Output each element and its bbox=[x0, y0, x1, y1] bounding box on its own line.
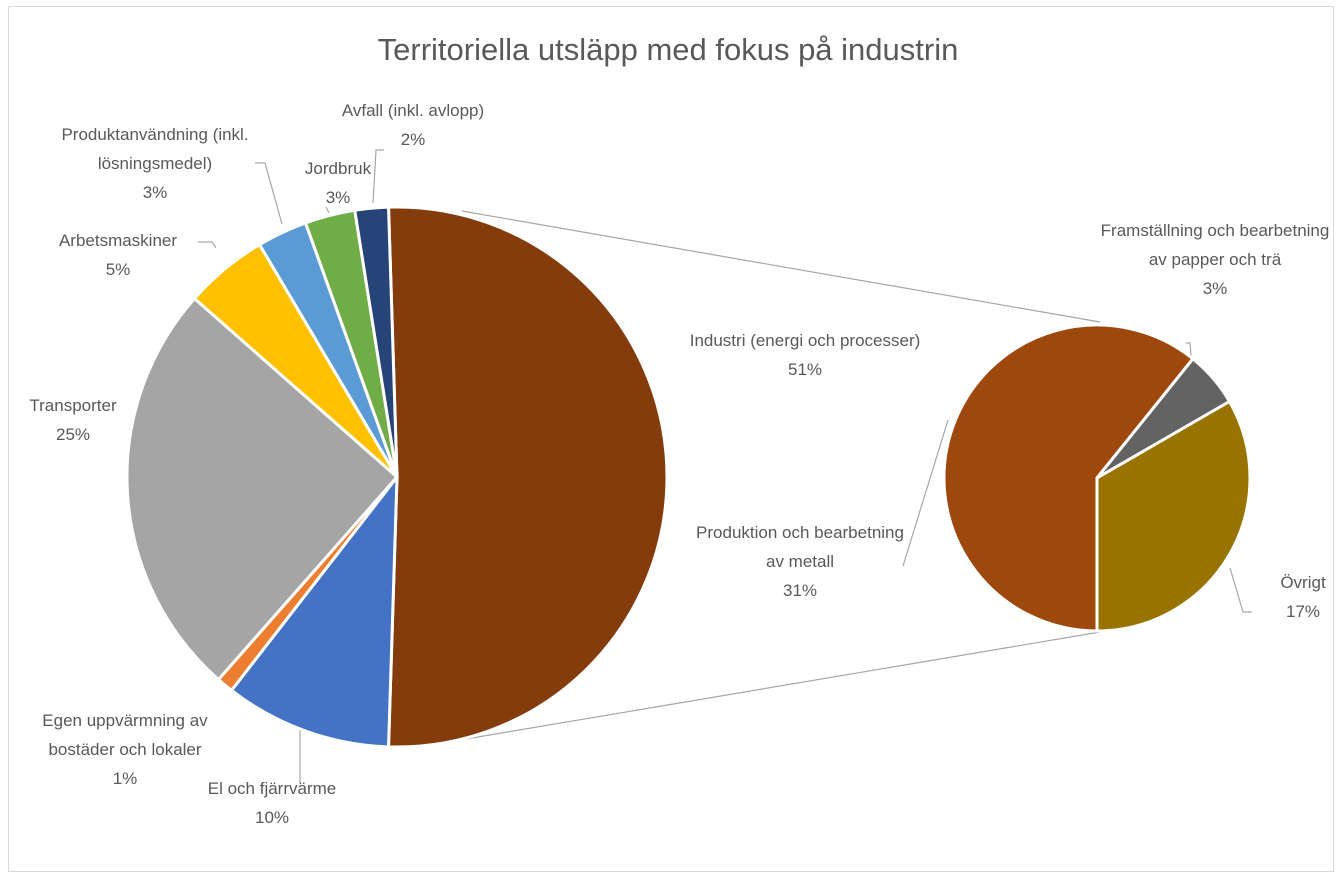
pie-slice bbox=[386, 205, 669, 749]
data-label: Transporter 25% bbox=[13, 391, 133, 449]
chart-frame bbox=[8, 6, 1334, 872]
pie-slice bbox=[942, 323, 1196, 633]
leader-line bbox=[325, 206, 330, 214]
label-value: 51% bbox=[787, 360, 823, 379]
chart-title: Territoriella utsläpp med fokus på indus… bbox=[377, 32, 959, 67]
label-name: Industri (energi och processer) bbox=[689, 331, 921, 350]
data-label: Produktanvändning (inkl. lösningsmedel) 3… bbox=[43, 120, 268, 207]
label-value: 2% bbox=[400, 130, 426, 149]
pie-slice bbox=[229, 472, 399, 749]
label-value: 1% bbox=[112, 769, 138, 788]
data-label: Arbetsmaskiner 5% bbox=[33, 226, 203, 284]
connector bbox=[461, 210, 1101, 323]
data-label: Industri (energi och processer) 51% bbox=[645, 326, 965, 384]
data-label: Produktion och bearbetning av metall 31% bbox=[688, 518, 913, 605]
label-name: El och fjärrvärme bbox=[207, 779, 337, 798]
label-value: 3% bbox=[1202, 279, 1228, 298]
label-name: Egen uppvärmning av bostäder och lokaler bbox=[42, 711, 208, 759]
label-name: Transporter bbox=[29, 396, 117, 415]
data-label: El och fjärrvärme 10% bbox=[172, 774, 372, 832]
leader-line bbox=[255, 162, 283, 225]
label-name: Arbetsmaskiner bbox=[58, 231, 178, 250]
label-value: 31% bbox=[782, 581, 818, 600]
label-name: Produktion och bearbetning av metall bbox=[696, 523, 904, 571]
data-label: Framställning och bearbetning av papper … bbox=[1098, 216, 1333, 303]
label-value: 5% bbox=[105, 260, 131, 279]
label-value: 17% bbox=[1285, 602, 1321, 621]
data-label: Egen uppvärmning av bostäder och lokaler… bbox=[10, 706, 240, 793]
leader-line bbox=[198, 241, 217, 249]
leader-line bbox=[372, 149, 384, 204]
pie-slice bbox=[1095, 399, 1252, 633]
leader-line bbox=[1186, 342, 1192, 357]
label-value: 25% bbox=[55, 425, 91, 444]
label-name: Framställning och bearbetning av papper … bbox=[1100, 221, 1330, 269]
label-name: Jordbruk bbox=[304, 159, 372, 178]
connector bbox=[465, 631, 1101, 740]
data-label: Avfall (inkl. avlopp) 2% bbox=[313, 96, 513, 154]
leaders bbox=[198, 149, 1252, 783]
label-name: Övrigt bbox=[1280, 573, 1326, 592]
leader-line bbox=[1229, 567, 1252, 613]
label-value: 3% bbox=[142, 183, 168, 202]
label-name: Produktanvändning (inkl. lösningsmedel) bbox=[61, 125, 249, 173]
data-label: Övrigt 17% bbox=[1263, 568, 1336, 626]
data-label: Jordbruk 3% bbox=[288, 154, 388, 212]
label-value: 3% bbox=[325, 188, 351, 207]
leader-line bbox=[902, 419, 949, 567]
pie-slice bbox=[125, 296, 400, 682]
pie-slice bbox=[353, 205, 399, 478]
label-value: 10% bbox=[254, 808, 290, 827]
label-name: Avfall (inkl. avlopp) bbox=[341, 101, 485, 120]
